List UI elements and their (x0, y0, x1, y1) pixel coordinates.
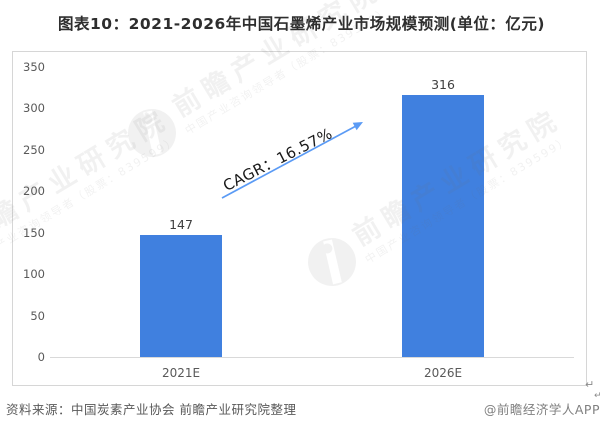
y-axis-tick-label: 200 (23, 184, 45, 199)
source-note: 资料来源：中国炭素产业协会 前瞻产业研究院整理 (6, 402, 297, 417)
x-axis-tick-label-2026E: 2026E (423, 366, 463, 380)
bar-value-label-2026E: 316 (431, 77, 455, 93)
y-axis-tick-label: 50 (30, 308, 45, 323)
page-title: 图表10：2021-2026年中国石墨烯产业市场规模预测(单位：亿元) (58, 15, 545, 33)
y-axis-tick-label: 300 (23, 101, 45, 116)
bar-value-label-2021E: 147 (169, 217, 193, 233)
bar-2021E (140, 235, 222, 357)
app-credit: @前瞻经济学人APP (483, 402, 600, 417)
y-axis-tick-label: 0 (37, 350, 45, 364)
bar-2026E (402, 95, 484, 357)
return-mark-icon: ↵ (585, 378, 595, 391)
y-axis-tick-label: 150 (23, 225, 45, 240)
y-axis-tick-label: 250 (23, 142, 45, 157)
chart-panel (12, 51, 587, 386)
x-axis-line (50, 357, 574, 358)
x-axis-tick-label-2021E: 2021E (161, 366, 201, 380)
y-axis-tick-label: 350 (23, 60, 45, 74)
return-mark-icon: ↵ (594, 391, 602, 401)
y-axis-tick-label: 100 (23, 267, 45, 282)
